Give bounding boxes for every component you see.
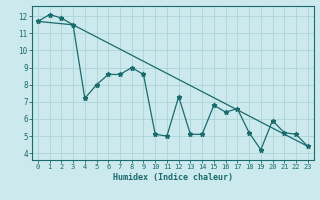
X-axis label: Humidex (Indice chaleur): Humidex (Indice chaleur) [113,173,233,182]
